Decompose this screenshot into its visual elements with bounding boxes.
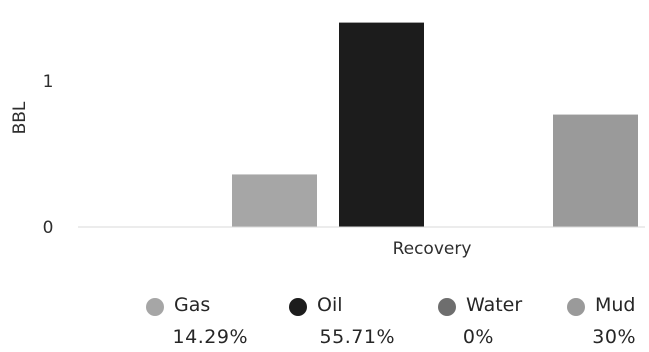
legend-marker-mud: [567, 298, 585, 316]
legend-marker-water: [438, 298, 456, 316]
chart-plot-area: 01 BBL Recovery: [10, 22, 645, 259]
bar-oil[interactable]: [339, 22, 424, 227]
legend-percent-mud: 30%: [592, 326, 636, 348]
legend-label-mud: Mud: [595, 294, 636, 316]
legend-marker-oil: [289, 298, 307, 316]
bar-mud[interactable]: [553, 114, 638, 227]
legend-marker-gas: [146, 298, 164, 316]
y-axis-label: BBL: [10, 101, 30, 134]
legend-label-oil: Oil: [317, 294, 343, 316]
y-tick-label-0: 0: [43, 218, 54, 238]
legend-label-water: Water: [466, 294, 523, 316]
bar-gas[interactable]: [232, 174, 317, 227]
legend-percent-gas: 14.29%: [172, 326, 248, 348]
legend-percent-oil: 55.71%: [319, 326, 395, 348]
y-axis-ticks: 01: [43, 72, 54, 238]
bars-group: [232, 22, 638, 227]
y-tick-label-1: 1: [43, 72, 54, 92]
x-axis-category-label: Recovery: [393, 239, 472, 259]
legend-percent-water: 0%: [462, 326, 494, 348]
chart-legend: Gas 14.29% Oil 55.71% Water 0% Mud 30%: [0, 292, 649, 352]
legend-label-gas: Gas: [174, 294, 211, 316]
